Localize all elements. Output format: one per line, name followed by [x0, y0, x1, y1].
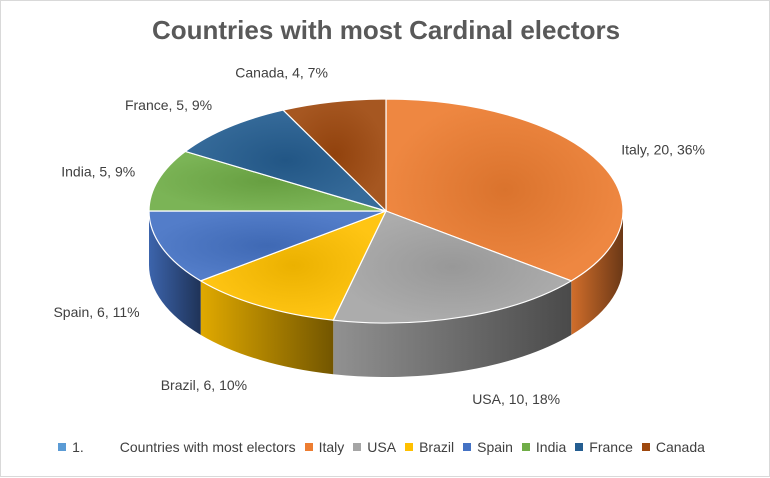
legend-item-usa: USA: [353, 439, 396, 455]
legend-label-italy: Italy: [318, 439, 345, 455]
legend-label-usa: USA: [367, 439, 397, 455]
legend-label-brazil: Brazil: [419, 439, 455, 455]
pie-slice-canada: [281, 98, 387, 213]
pie-side-spain: [149, 211, 201, 335]
pie-side-usa: [333, 280, 572, 378]
legend-series-entry: 1. Countries with most electors: [58, 439, 296, 455]
data-label-france: France, 5, 9%: [125, 97, 212, 113]
legend-label-france: France: [589, 439, 633, 455]
pie-slice-usa: [332, 210, 573, 324]
pie-side-italy: [571, 211, 623, 335]
legend-item-italy: Italy: [304, 439, 345, 455]
pie-slice-france: [184, 109, 387, 212]
legend-swatch-france: [575, 443, 584, 451]
legend: 1. Countries with most electors Italy USA…: [1, 439, 770, 455]
legend-swatch-usa: [353, 443, 362, 451]
legend-item-canada: Canada: [641, 439, 705, 455]
chart-title: Countries with most Cardinal electors: [151, 15, 621, 45]
legend-item-india: India: [521, 439, 567, 455]
pie-slice-brazil: [199, 209, 388, 321]
data-label-spain: Spain, 6, 11%: [53, 304, 139, 320]
legend-swatch-brazil: [405, 443, 414, 451]
pie-slice-italy: [385, 98, 624, 282]
legend-swatch-india: [521, 443, 530, 451]
pie-side-brazil: [200, 280, 334, 375]
data-label-usa: USA, 10, 18%: [472, 391, 560, 407]
legend-label-spain: Spain: [477, 439, 513, 455]
pie-top-faces: [148, 98, 624, 324]
data-label-canada: Canada, 4, 7%: [235, 65, 328, 81]
data-labels: Italy, 20, 36% USA, 10, 18% Brazil, 6, 10%…: [53, 65, 705, 407]
pie-slice-spain: [148, 210, 387, 282]
legend-series-number: 1.: [72, 439, 84, 455]
legend-item-spain: Spain: [463, 439, 513, 455]
legend-swatch-italy: [304, 443, 313, 451]
legend-item-brazil: Brazil: [405, 439, 454, 455]
data-label-italy: Italy, 20, 36%: [621, 141, 705, 157]
legend-label-india: India: [535, 439, 567, 455]
pie-side-walls: [149, 211, 623, 378]
legend-series-name: Countries with most electors: [119, 439, 296, 455]
legend-series-swatch: [58, 443, 67, 451]
legend-swatch-canada: [641, 443, 650, 451]
data-label-brazil: Brazil, 6, 10%: [161, 377, 247, 393]
pie-slice-india: [148, 150, 387, 212]
legend-item-france: France: [575, 439, 633, 455]
legend-swatch-spain: [463, 443, 472, 451]
legend-label-canada: Canada: [655, 439, 705, 455]
data-label-india: India, 5, 9%: [61, 164, 135, 180]
